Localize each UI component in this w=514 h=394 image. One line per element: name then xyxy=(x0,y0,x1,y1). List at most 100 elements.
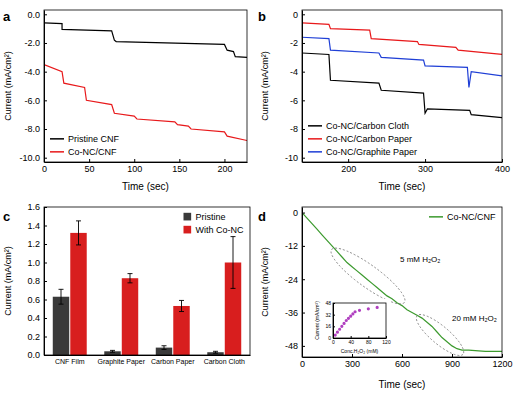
axis-line xyxy=(45,162,248,163)
panel-label: c xyxy=(3,209,10,224)
tick-label: 40 xyxy=(348,339,354,345)
tick: 0.0 xyxy=(27,10,47,20)
tick-label: -24 xyxy=(285,275,298,285)
tick: -10.0 xyxy=(19,153,47,163)
panel: 050100150200-10.0-8.0-6.0-4.0-2.00.0Time… xyxy=(3,9,248,192)
tick: -10 xyxy=(285,153,305,163)
plot-frame xyxy=(302,10,502,162)
axis-line xyxy=(333,304,334,339)
legend: Co-NC/Carbon ClothCo-NC/Carbon PaperCo-N… xyxy=(308,121,417,157)
tick: CNF Film xyxy=(55,355,85,365)
tick-mark xyxy=(302,129,305,130)
tick: -36 xyxy=(285,308,305,318)
tick: 1.0 xyxy=(27,258,47,268)
tick-label: 150 xyxy=(172,164,187,174)
tick-label: -2.0 xyxy=(24,38,40,48)
plot-area xyxy=(53,221,241,355)
y-axis-title: Current (mA/cm²) xyxy=(260,51,270,121)
tick-label: -8 xyxy=(290,124,298,134)
line xyxy=(44,23,247,57)
axis-line xyxy=(303,357,503,358)
tick-label: -6.0 xyxy=(24,96,40,106)
line xyxy=(302,37,502,87)
tick-label: 120 xyxy=(382,339,391,345)
tick: 0 xyxy=(293,10,305,20)
tick: 120 xyxy=(382,336,391,345)
legend: Co-NC/CNF xyxy=(429,212,496,222)
axis-line xyxy=(303,162,503,163)
legend-swatch xyxy=(308,151,322,153)
tick-mark xyxy=(179,159,180,162)
y-axis: 0.00.20.40.60.81.01.21.41.6 xyxy=(27,202,47,360)
tick: 0.0 xyxy=(27,350,47,360)
error-bar xyxy=(76,221,81,245)
tick-label: 200 xyxy=(217,164,232,174)
tick-label: 1.2 xyxy=(27,239,40,249)
tick: 0.4 xyxy=(27,313,47,323)
tick-label: 1.4 xyxy=(27,221,40,231)
tick: 300 xyxy=(418,159,433,174)
tick-mark xyxy=(302,14,305,15)
tick-mark xyxy=(224,159,225,162)
tick-label: 50 xyxy=(85,164,95,174)
tick-label: 0 xyxy=(300,359,305,369)
point xyxy=(340,325,343,328)
tick: 200 xyxy=(217,159,232,174)
tick-mark xyxy=(44,244,47,245)
tick: 48 xyxy=(325,300,335,306)
x-axis-title: Time (sec) xyxy=(379,181,426,192)
tick: 1.2 xyxy=(27,239,47,249)
point xyxy=(376,306,379,309)
legend-label: Pristine CNF xyxy=(68,134,120,144)
tick-label: 1200 xyxy=(492,359,512,369)
point xyxy=(342,322,345,325)
tick-label: 0 xyxy=(332,339,335,345)
legend-item: Co-NC/CNF xyxy=(429,212,496,222)
error-bar xyxy=(110,350,115,352)
panel: CNF FilmGraphite PaperCarbon PaperCarbon… xyxy=(3,202,251,366)
tick-mark xyxy=(89,159,90,162)
tick-mark xyxy=(44,100,47,101)
panel-label: b xyxy=(258,9,266,24)
x-axis: 200300400 xyxy=(303,159,511,174)
bar xyxy=(173,306,189,355)
tick: 50 xyxy=(85,159,95,174)
tick-mark xyxy=(348,159,349,162)
error-bar xyxy=(179,300,184,311)
tick-label: 80 xyxy=(366,339,372,345)
tick-mark xyxy=(44,14,47,15)
tick-label: 0 xyxy=(293,208,298,218)
tick-label: 32 xyxy=(325,312,331,318)
axis-line xyxy=(45,355,251,356)
legend-item: Co-NC/CNF xyxy=(50,147,117,157)
x-axis: 03006009001200 xyxy=(300,354,513,369)
tick: 0.2 xyxy=(27,332,47,342)
plot-area xyxy=(302,23,502,118)
tick-mark xyxy=(333,326,335,327)
legend-swatch xyxy=(50,138,64,140)
panel-label: a xyxy=(3,9,11,24)
tick: -6.0 xyxy=(24,96,47,106)
error-bar xyxy=(162,346,167,350)
plot-frame xyxy=(333,303,386,338)
tick: 400 xyxy=(495,159,510,174)
tick-mark xyxy=(44,318,47,319)
plot-area xyxy=(44,23,247,141)
tick: 16 xyxy=(325,323,335,329)
tick-mark xyxy=(44,43,47,44)
point xyxy=(338,328,341,331)
y-axis: -48-36-24-120 xyxy=(285,208,305,358)
tick-label: -36 xyxy=(285,308,298,318)
tick-mark xyxy=(44,129,47,130)
bar xyxy=(70,233,86,355)
tick-label: -8.0 xyxy=(24,124,40,134)
tick-mark xyxy=(333,338,335,339)
inset-panel: 040801200163248Conc.H₂O₂ (mM)Current (mA… xyxy=(314,299,391,354)
tick-mark xyxy=(302,346,305,347)
tick-label: -2 xyxy=(290,38,298,48)
error-bar xyxy=(213,351,218,353)
tick-label: 0.0 xyxy=(27,350,40,360)
tick-mark xyxy=(302,43,305,44)
point xyxy=(367,307,370,310)
tick-mark xyxy=(333,303,335,304)
